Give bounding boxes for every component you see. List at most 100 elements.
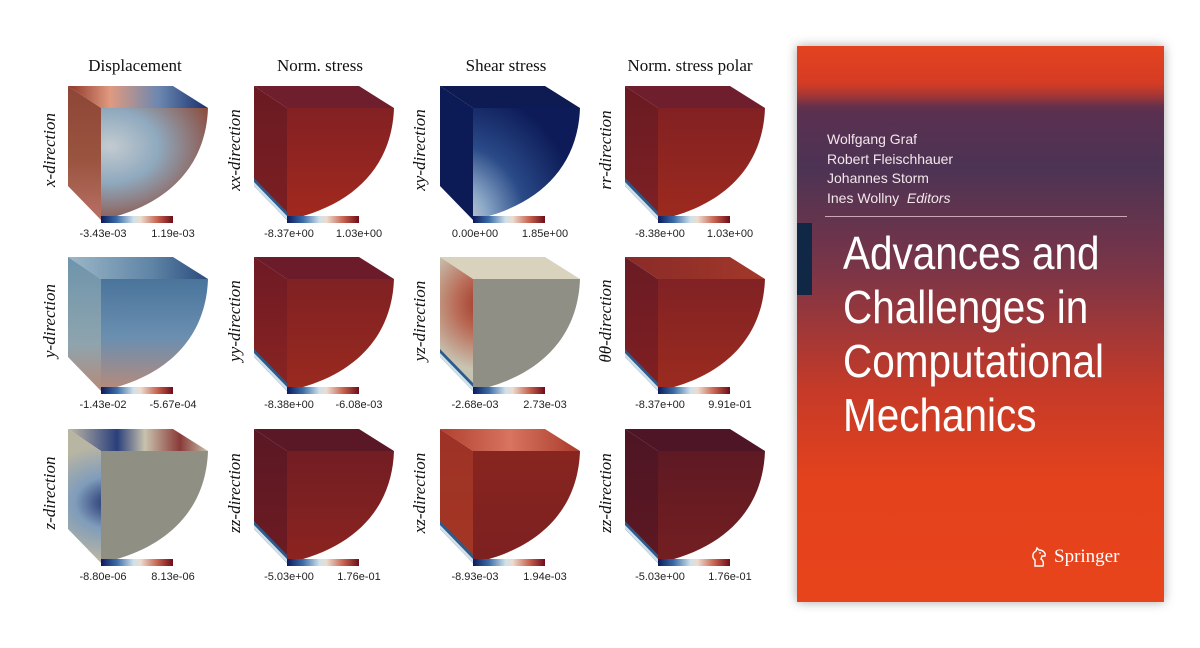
cube-polar-rr (625, 86, 765, 220)
axis-label-row2-col4: θθ-direction (596, 279, 615, 363)
cube-top-face (440, 257, 580, 279)
axis-label-row3-col3: xz-direction (410, 452, 429, 534)
cube-top-face (440, 429, 580, 451)
column-title-displacement: Displacement (88, 56, 182, 75)
colorbar (658, 216, 730, 223)
cube-shear-xy (440, 86, 580, 220)
cube-shear-yz (440, 257, 580, 391)
editor-name: Johannes Storm (827, 170, 929, 186)
colorbar (101, 559, 173, 566)
editor-name: Ines Wollny (827, 189, 900, 206)
cube-edge-highlight (625, 182, 658, 220)
cube-displacement-z (68, 429, 208, 563)
colorbar (658, 387, 730, 394)
cube-edge-highlight (440, 353, 473, 391)
cover-side-tab (797, 223, 812, 295)
colorbar-min-label: -8.80e-06 (79, 571, 127, 583)
colorbar-max-label: -5.67e-04 (149, 399, 197, 411)
colorbar (287, 387, 359, 394)
axis-label-row3-col2: zz-direction (225, 453, 244, 533)
colorbar-max-label: 1.85e+00 (521, 228, 569, 240)
editor-name-with-label: Ines Wollny Editors (827, 189, 953, 209)
axis-label-row1-col3: xy-direction (410, 109, 429, 191)
axis-label-row1-col2: xx-direction (225, 109, 244, 191)
axis-label-row1-col4: rr-direction (596, 110, 615, 190)
colorbar-min-label: -5.03e+00 (264, 571, 314, 583)
colorbar-max-label: 9.91e-01 (708, 399, 752, 411)
cube-top-face (625, 86, 765, 108)
colorbar-max-label: 8.13e-06 (151, 571, 195, 583)
colorbar-max-label: 1.19e-03 (151, 228, 195, 240)
cube-edge-highlight (440, 525, 473, 563)
cube-top-face (625, 257, 765, 279)
editor-name: Wolfgang Graf (827, 131, 918, 147)
axis-label-row2-col1: y-direction (40, 284, 59, 358)
cube-polar-zz (625, 429, 765, 563)
cube-top-face (254, 429, 394, 451)
cover-divider (825, 216, 1127, 217)
publisher-logo: Springer (1029, 546, 1119, 568)
colorbar-max-label: -6.08e-03 (335, 399, 383, 411)
colorbar-min-label: -8.93e-03 (451, 571, 499, 583)
colorbar-min-label: -8.37e+00 (635, 399, 685, 411)
cube-stress-xx (254, 86, 394, 220)
cube-top-face (440, 86, 580, 108)
cube-shear-xz (440, 429, 580, 563)
colorbar-max-label: 1.94e-03 (523, 571, 567, 583)
colorbar (473, 216, 545, 223)
axis-label-row3-col1: z-direction (40, 456, 59, 530)
colorbar-max-label: 2.73e-03 (523, 399, 567, 411)
colorbar-min-label: -8.37e+00 (264, 228, 314, 240)
colorbar-max-label: 1.76e-01 (708, 571, 752, 583)
cube-displacement-x (68, 86, 208, 220)
cube-displacement-y (68, 257, 208, 391)
colorbar (473, 387, 545, 394)
book-title-line: Mechanics (843, 389, 1037, 441)
axis-label-row1-col1: x-direction (40, 113, 59, 187)
cube-top-face (254, 86, 394, 108)
colorbar (287, 559, 359, 566)
column-title-norm-stress-polar: Norm. stress polar (627, 56, 753, 75)
colorbar-max-label: 1.03e+00 (706, 228, 754, 240)
cube-top-face (68, 429, 208, 451)
cube-edge-highlight (625, 525, 658, 563)
cube-top-face (68, 257, 208, 279)
cube-top-face (254, 257, 394, 279)
axis-label-row3-col4: zz-direction (596, 453, 615, 533)
book-title: Advances and Challenges in Computational… (843, 226, 1104, 442)
colorbar-min-label: -8.38e+00 (264, 399, 314, 411)
cube-edge-highlight (254, 182, 287, 220)
publisher-name: Springer (1054, 546, 1120, 567)
cube-top-face (625, 429, 765, 451)
colorbar-min-label: -5.03e+00 (635, 571, 685, 583)
colorbar-min-label: -3.43e-03 (79, 228, 127, 240)
colorbar-min-label: 0.00e+00 (451, 228, 499, 240)
cover-top-band (797, 46, 1164, 106)
book-title-line: Computational (843, 335, 1105, 387)
editor-name: Robert Fleischhauer (827, 150, 954, 167)
axis-label-row2-col3: yz-direction (410, 280, 429, 362)
axis-label-row2-col2: yy-direction (225, 280, 244, 362)
cube-polar-thetatheta (625, 257, 765, 391)
colorbar (101, 387, 173, 394)
book-cover: Wolfgang Graf Robert Fleischhauer Johann… (797, 46, 1164, 602)
cube-edge-highlight (254, 353, 287, 391)
column-title-shear-stress: Shear stress (465, 56, 547, 75)
colorbar (287, 216, 359, 223)
cube-stress-zz (254, 429, 394, 563)
book-title-line: Challenges in (843, 281, 1089, 333)
column-title-norm-stress: Norm. stress (277, 56, 363, 75)
colorbar-max-label: 1.03e+00 (335, 228, 383, 240)
colorbar-min-label: -1.43e-02 (79, 399, 127, 411)
springer-horse-logo-icon (1032, 546, 1046, 567)
cube-edge-highlight (254, 525, 287, 563)
colorbar (101, 216, 173, 223)
book-title-line: Advances and (843, 227, 1100, 279)
colorbar-min-label: -2.68e-03 (451, 399, 499, 411)
colorbar (658, 559, 730, 566)
cube-top-face (68, 86, 208, 108)
colorbar (473, 559, 545, 566)
simulation-figure: Displacement Norm. stress Shear stress N… (40, 56, 765, 583)
colorbar-min-label: -8.38e+00 (635, 228, 685, 240)
cube-stress-yy (254, 257, 394, 391)
